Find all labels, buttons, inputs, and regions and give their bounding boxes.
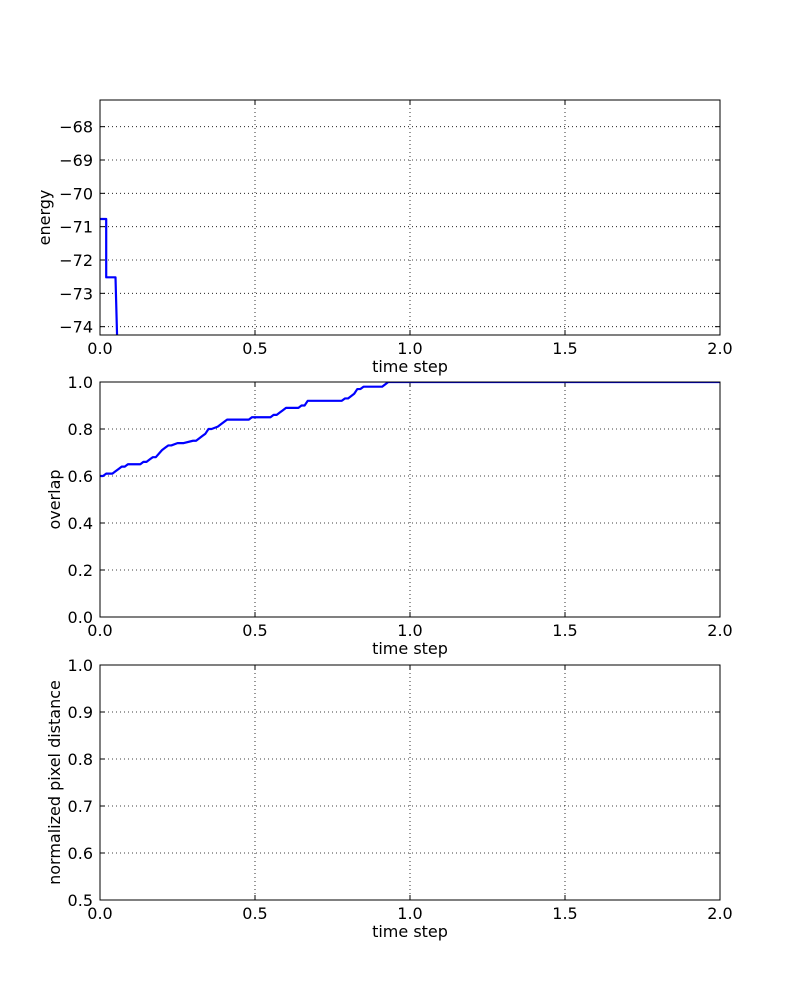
pixel-distance-y-tick-label: 0.7 — [68, 797, 93, 816]
energy-y-tick-label: −73 — [59, 284, 93, 303]
overlap-y-tick-label: 0.4 — [68, 514, 93, 533]
overlap-x-axis-label: time step — [372, 639, 448, 658]
overlap-x-tick-label: 1.5 — [552, 621, 577, 640]
energy-axes-frame — [99, 99, 721, 336]
overlap-x-tick-label: 0.0 — [87, 621, 112, 640]
overlap-x-tick-label: 2.0 — [707, 621, 732, 640]
energy-y-tick-label: −70 — [59, 184, 93, 203]
pixel-distance-y-tick-label: 0.9 — [68, 703, 93, 722]
energy-y-tick-label: −69 — [59, 151, 93, 170]
energy-x-axis-label: time step — [372, 357, 448, 376]
overlap-x-tick-label: 1.0 — [397, 621, 422, 640]
pixel-distance-x-tick-label: 1.0 — [397, 904, 422, 923]
overlap-y-tick-label: 0.0 — [68, 608, 93, 627]
pixel-distance-y-tick-label: 0.6 — [68, 844, 93, 863]
energy-x-tick-label: 0.0 — [87, 339, 112, 358]
overlap-y-axis-label: overlap — [45, 469, 64, 529]
overlap-y-tick-label: 0.2 — [68, 561, 93, 580]
overlap-series-line — [100, 382, 720, 478]
energy-x-tick-label: 1.0 — [397, 339, 422, 358]
energy-y-axis-label: energy — [35, 190, 54, 246]
overlap-y-tick-label: 1.0 — [68, 373, 93, 392]
pixel-distance-x-tick-label: 1.5 — [552, 904, 577, 923]
energy-y-tick-label: −74 — [59, 318, 93, 337]
pixel-distance-y-tick-label: 0.5 — [68, 891, 93, 910]
pixel-distance-axes-frame — [99, 664, 721, 901]
overlap-x-tick-label: 0.5 — [242, 621, 267, 640]
overlap-axes-frame — [99, 381, 721, 618]
energy-x-tick-label: 0.5 — [242, 339, 267, 358]
energy-y-tick-label: −71 — [59, 218, 93, 237]
energy-series-line — [100, 217, 119, 335]
pixel-distance-x-tick-label: 0.0 — [87, 904, 112, 923]
energy-y-tick-label: −72 — [59, 251, 93, 270]
pixel-distance-x-axis-label: time step — [372, 922, 448, 941]
energy-x-tick-label: 1.5 — [552, 339, 577, 358]
overlap-y-tick-label: 0.8 — [68, 420, 93, 439]
pixel-distance-y-tick-label: 1.0 — [68, 656, 93, 675]
overlap-y-tick-label: 0.6 — [68, 467, 93, 486]
pixel-distance-x-tick-label: 2.0 — [707, 904, 732, 923]
pixel-distance-x-tick-label: 0.5 — [242, 904, 267, 923]
pixel-distance-y-axis-label: normalized pixel distance — [45, 680, 64, 885]
energy-subplot: 0.0 0.5 1.0 1.5 2.0 −74 −73 −72 −71 −70 −69 −68 time… — [35, 99, 733, 376]
pixel-distance-y-tick-label: 0.8 — [68, 750, 93, 769]
energy-y-tick-label: −68 — [59, 118, 93, 137]
energy-x-tick-label: 2.0 — [707, 339, 732, 358]
